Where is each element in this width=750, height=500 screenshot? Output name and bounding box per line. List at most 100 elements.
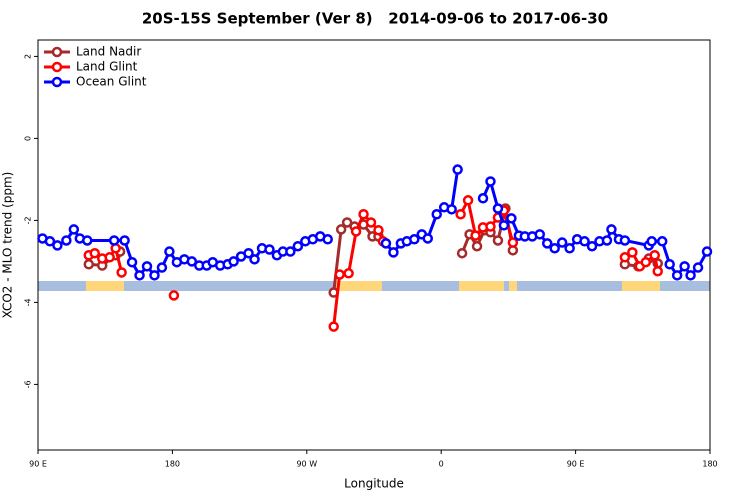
point <box>119 235 130 246</box>
point <box>685 270 696 281</box>
point <box>422 233 434 244</box>
x-tick-label: 180 <box>702 460 717 469</box>
point <box>358 209 369 220</box>
point <box>164 246 175 257</box>
legend-label: Ocean Glint <box>76 75 147 89</box>
point <box>61 235 72 246</box>
point <box>586 240 598 252</box>
point <box>649 250 660 261</box>
point <box>606 224 617 235</box>
point <box>431 209 442 220</box>
point <box>44 236 56 247</box>
point <box>470 230 481 241</box>
land-band <box>334 281 382 291</box>
point <box>108 235 120 246</box>
point <box>322 234 333 245</box>
point <box>456 247 468 259</box>
point <box>579 236 590 247</box>
point <box>471 240 483 252</box>
y-axis-label: XCO2 - MLO trend (ppm) <box>1 172 15 319</box>
point <box>149 270 160 281</box>
chart-title: 20S-15S September (Ver 8) 2014-09-06 to … <box>142 10 608 28</box>
point <box>388 247 399 258</box>
point <box>228 256 239 267</box>
y-tick-label: 2 <box>24 54 33 59</box>
legend-label: Land Nadir <box>76 45 141 59</box>
point <box>168 290 180 301</box>
point <box>507 237 519 248</box>
point <box>701 246 713 257</box>
x-tick-label: 180 <box>165 460 180 469</box>
point <box>292 240 304 252</box>
land-band <box>509 281 517 291</box>
land-band <box>459 281 504 291</box>
point <box>656 236 668 247</box>
point <box>126 256 138 268</box>
point <box>365 217 377 228</box>
y-tick-label: -4 <box>24 298 33 306</box>
point <box>249 254 260 265</box>
legend-label: Land Glint <box>76 60 138 74</box>
point <box>671 270 683 281</box>
point <box>83 259 95 270</box>
point <box>82 235 93 246</box>
point <box>89 247 100 259</box>
plot-frame <box>37 39 711 451</box>
point <box>341 217 353 228</box>
point <box>52 240 63 251</box>
point <box>506 213 517 224</box>
point <box>664 259 675 270</box>
point <box>409 234 420 245</box>
series <box>83 195 663 332</box>
point <box>549 243 560 254</box>
point <box>492 203 504 214</box>
x-tick-label: 90 E <box>567 460 585 469</box>
point <box>601 235 613 246</box>
point <box>534 229 546 240</box>
point <box>477 193 489 204</box>
point <box>264 244 275 255</box>
point <box>485 221 496 232</box>
point <box>564 243 575 254</box>
point <box>652 265 663 277</box>
point <box>462 195 474 206</box>
point <box>373 224 384 236</box>
point <box>692 262 704 273</box>
point <box>498 220 510 231</box>
point <box>619 235 631 246</box>
x-tick-label: 90 E <box>29 460 47 469</box>
point <box>334 269 345 280</box>
point <box>116 267 127 278</box>
point <box>485 176 496 187</box>
point <box>243 247 254 259</box>
point <box>335 224 347 235</box>
point <box>646 236 658 247</box>
point <box>627 247 638 258</box>
legend-marker <box>51 61 63 73</box>
x-tick-label: 90 W <box>296 460 317 469</box>
point <box>285 246 296 257</box>
point <box>446 204 457 215</box>
point <box>455 209 466 220</box>
legend-marker <box>51 76 63 88</box>
point <box>452 164 463 175</box>
land-band <box>622 281 660 291</box>
point <box>541 238 553 249</box>
point <box>640 256 652 268</box>
point <box>619 252 631 263</box>
y-tick-label: -2 <box>24 216 33 224</box>
point <box>492 235 504 246</box>
point <box>156 262 168 273</box>
point <box>141 261 153 272</box>
point <box>328 321 339 332</box>
point <box>380 238 392 249</box>
point <box>556 237 568 248</box>
point <box>68 224 80 235</box>
point <box>679 261 690 272</box>
point <box>104 252 115 263</box>
surface-band <box>38 281 710 291</box>
series <box>37 164 713 281</box>
x-tick-label: 0 <box>439 460 444 469</box>
point <box>134 270 145 281</box>
